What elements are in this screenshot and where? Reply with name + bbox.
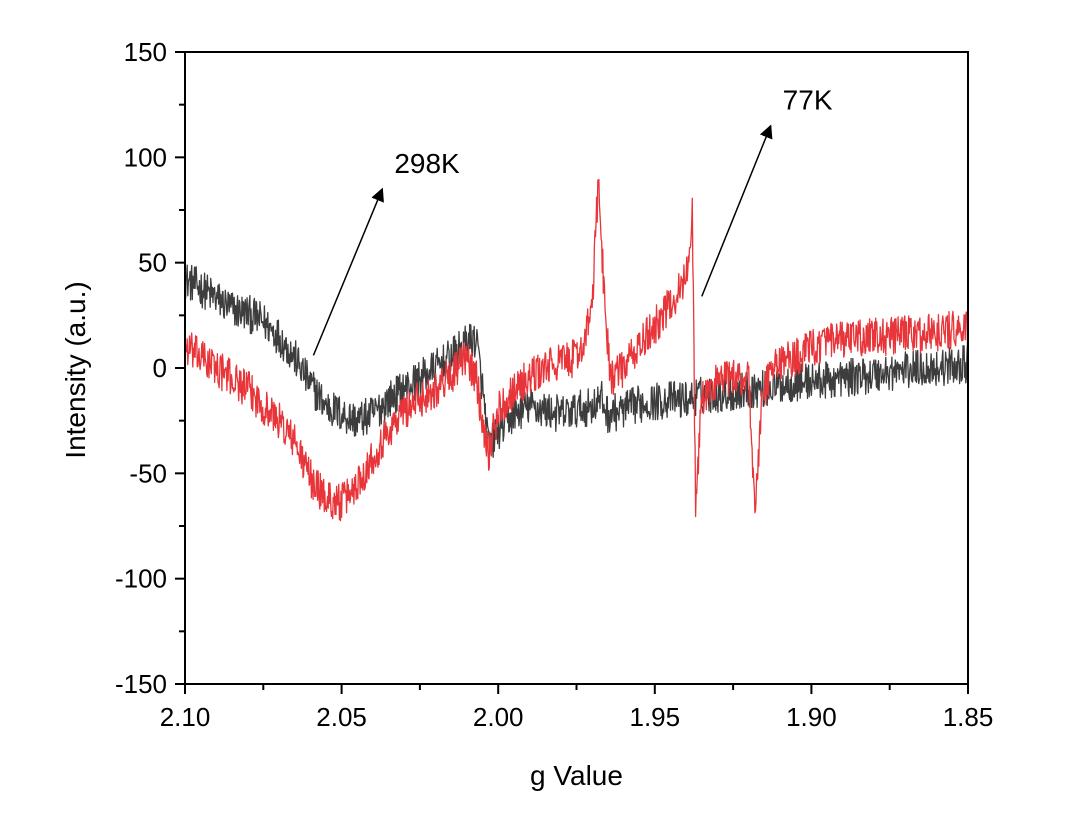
x-tick-label: 2.00 xyxy=(473,702,524,732)
x-axis-title: g Value xyxy=(530,760,623,791)
y-tick-label: 0 xyxy=(153,353,167,383)
x-tick-label: 1.85 xyxy=(943,702,994,732)
x-tick-label: 2.05 xyxy=(316,702,367,732)
y-tick-label: 100 xyxy=(124,142,167,172)
y-tick-label: 50 xyxy=(138,248,167,278)
x-tick-label: 2.10 xyxy=(160,702,211,732)
x-tick-label: 1.90 xyxy=(786,702,837,732)
annotations-layer: 298K 77K xyxy=(312,85,833,356)
annotation-label-298k: 298K xyxy=(394,148,460,179)
series-line-77k xyxy=(184,178,969,522)
y-tick-label: -100 xyxy=(115,564,167,594)
series-layer xyxy=(184,178,969,522)
y-tick-label: -150 xyxy=(115,669,167,699)
annotation-arrow-298k xyxy=(312,187,384,356)
ticks-layer: 2.10 2.05 2.00 1.95 1.90 1.85 150 100 50 0 -50 -100… xyxy=(115,37,993,732)
annotation-label-77k: 77K xyxy=(783,85,833,116)
series-line-298k xyxy=(184,264,969,458)
annotation-arrow-77k xyxy=(701,124,773,297)
y-tick-label: -50 xyxy=(129,458,167,488)
x-tick-label: 1.95 xyxy=(629,702,680,732)
y-tick-label: 150 xyxy=(124,37,167,67)
y-axis-title: Intensity (a.u.) xyxy=(60,281,91,458)
